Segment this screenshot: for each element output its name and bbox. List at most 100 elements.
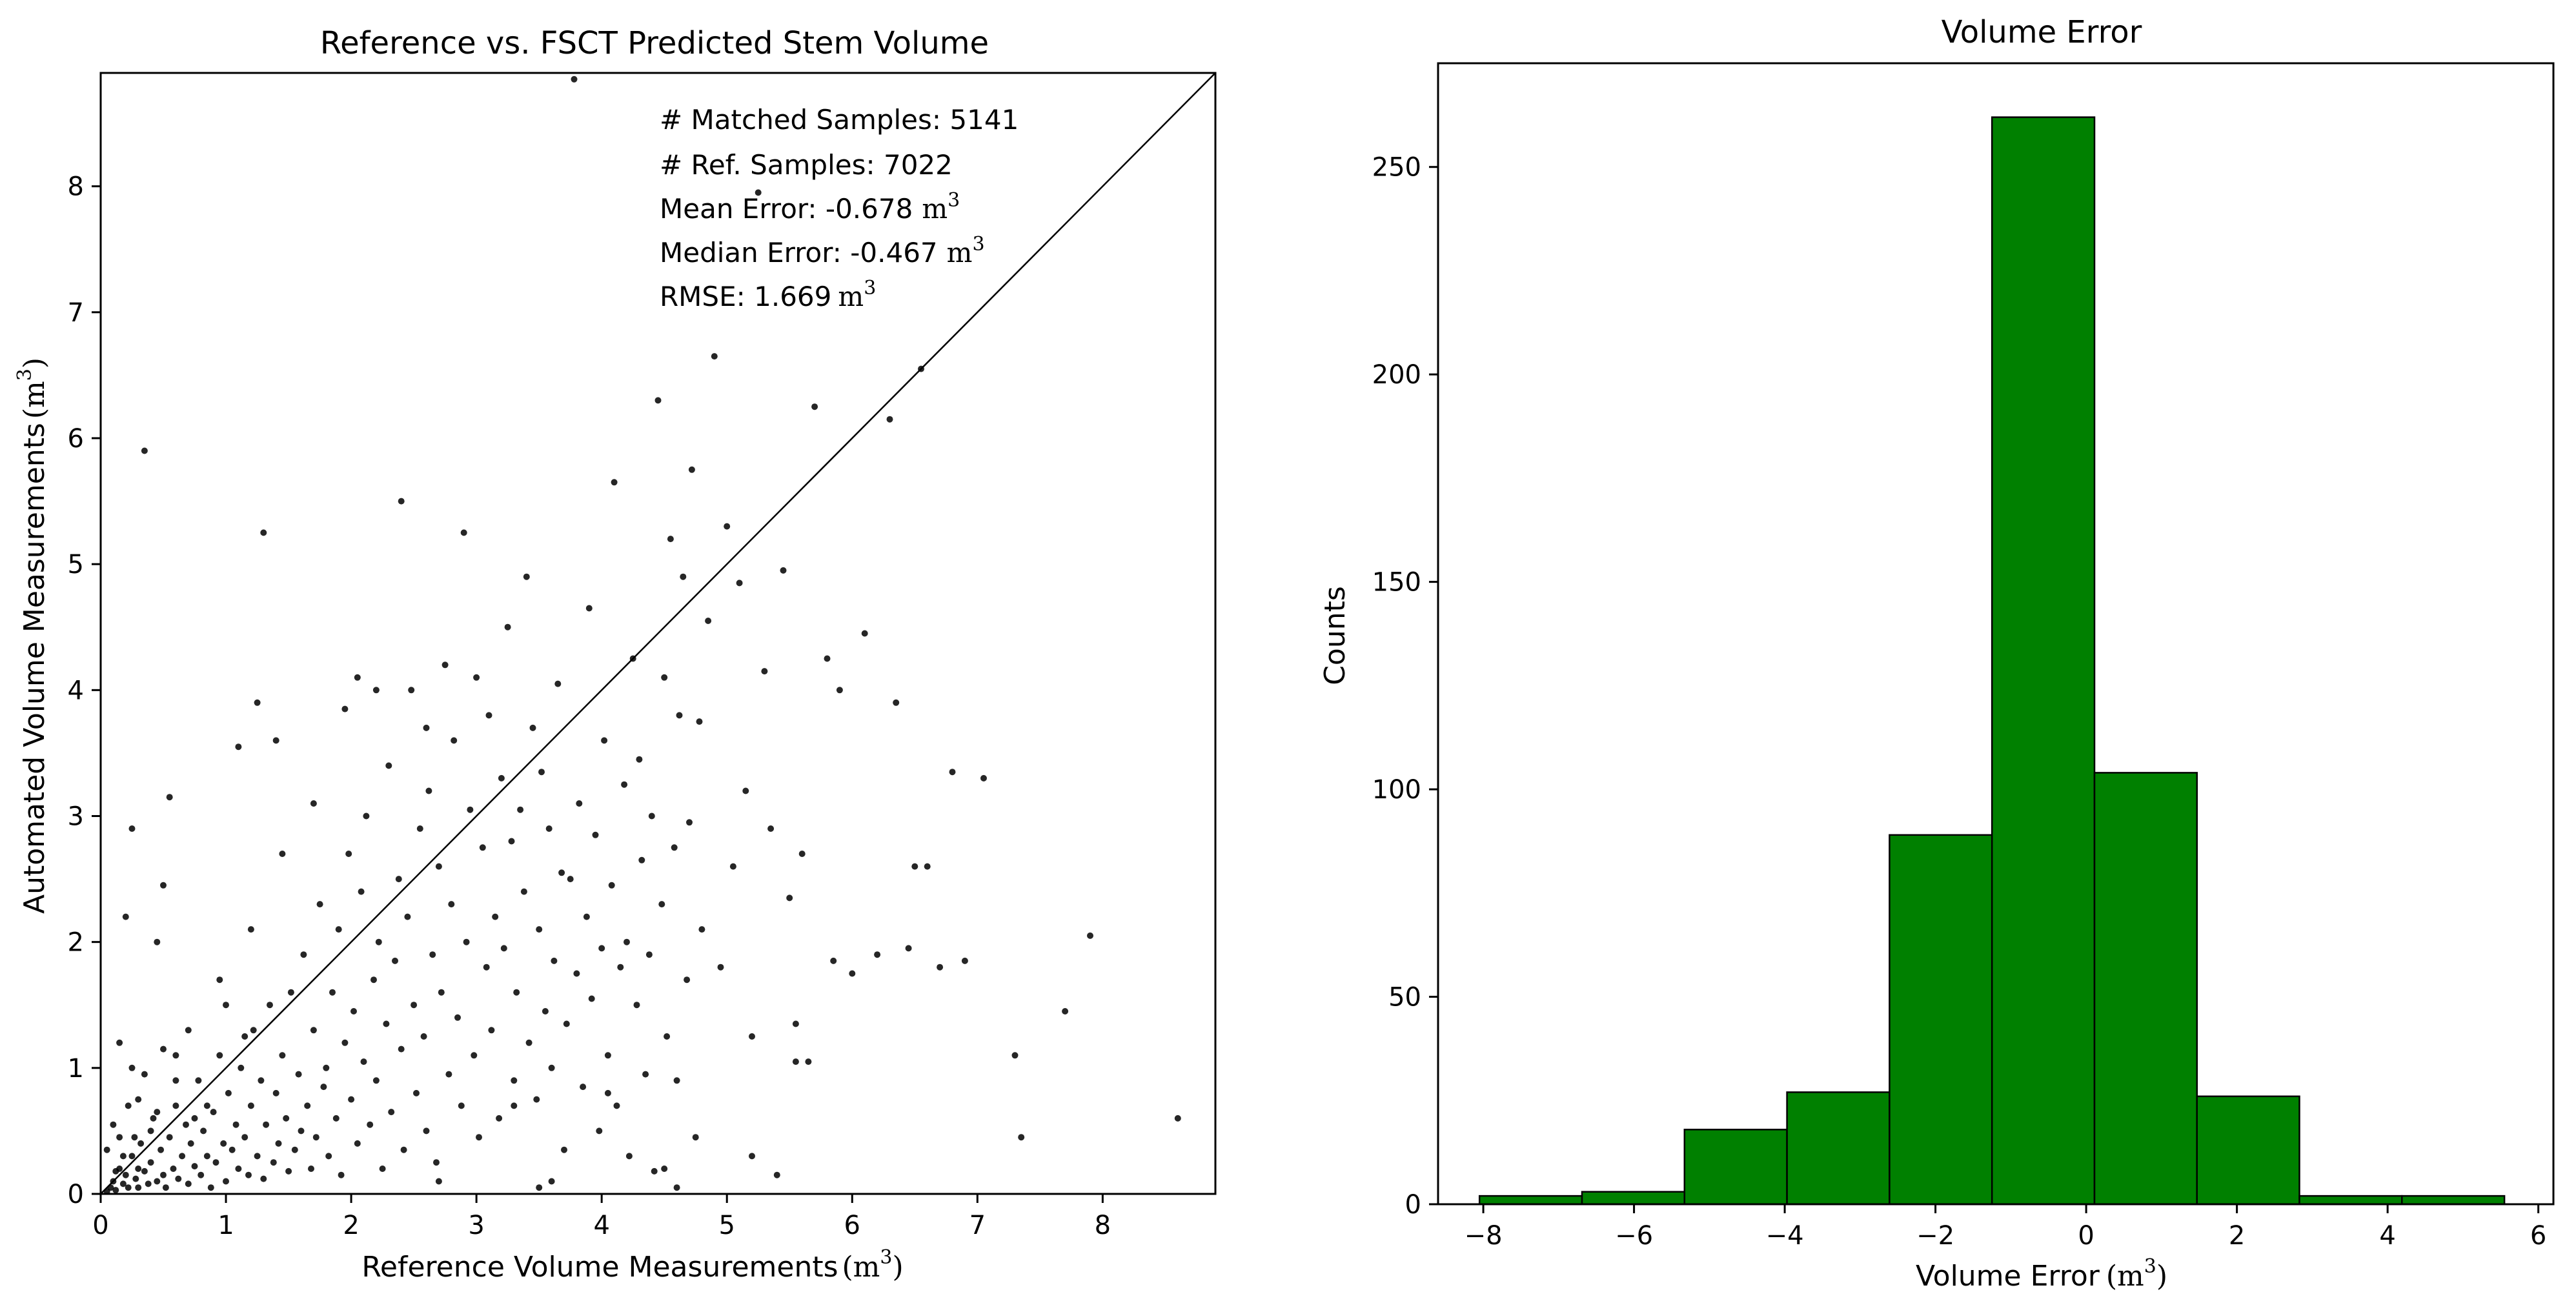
scatter-point — [135, 1166, 142, 1172]
scatter-point — [145, 1180, 152, 1187]
scatter-point — [492, 913, 499, 920]
scatter-point — [260, 529, 267, 536]
x-tick-label: 0 — [2078, 1221, 2094, 1251]
scatter-point — [320, 1084, 327, 1091]
scatter-point — [203, 1153, 210, 1160]
scatter-point — [131, 1134, 138, 1141]
scatter-point — [241, 1033, 248, 1040]
scatter-point — [395, 876, 402, 883]
scatter-point — [684, 976, 691, 984]
scatter-point — [154, 1178, 161, 1185]
x-tick-label: 8 — [1095, 1211, 1111, 1240]
scatter-point — [604, 1089, 611, 1096]
scatter-point — [398, 1045, 405, 1053]
identity-line — [100, 72, 1216, 1195]
scatter-point — [517, 806, 524, 813]
scatter-point — [617, 964, 624, 971]
scatter-point — [179, 1153, 186, 1160]
scatter-point — [542, 1008, 549, 1014]
scatter-point — [508, 838, 515, 845]
scatter-point — [291, 1146, 298, 1153]
y-tick-label: 0 — [1405, 1190, 1421, 1220]
scatter-point — [367, 1121, 374, 1128]
scatter-point — [170, 1166, 177, 1172]
scatter-point — [625, 1153, 633, 1160]
scatter-point — [792, 1058, 799, 1065]
scatter-point — [325, 1153, 332, 1160]
scatter-point — [454, 1014, 461, 1021]
scatter-point — [937, 964, 944, 971]
scatter-point — [147, 1159, 154, 1166]
scatter-point — [119, 1180, 127, 1187]
scatter-point — [191, 1115, 198, 1122]
scatter-point — [483, 964, 490, 971]
scatter-point — [441, 661, 449, 669]
scatter-point — [166, 1134, 173, 1141]
scatter-point — [157, 1146, 165, 1153]
scatter-point — [1087, 932, 1093, 939]
scatter-point — [329, 989, 336, 996]
scatter-point — [122, 1171, 129, 1178]
annotation-median-error-unit: m — [947, 237, 973, 268]
scatter-point — [200, 1127, 207, 1135]
scatter-y-label-exp: 3 — [14, 368, 36, 381]
scatter-point — [536, 926, 543, 933]
scatter-point — [636, 756, 643, 763]
scatter-point — [648, 812, 655, 820]
histogram-bar — [2196, 1095, 2300, 1206]
annotation-ref-samples: # Ref. Samples: 7022 — [660, 149, 953, 181]
annotation-mean-error-exp: 3 — [948, 189, 960, 212]
x-tick-label: 6 — [844, 1211, 860, 1240]
scatter-point — [448, 901, 455, 908]
scatter-point — [183, 1121, 189, 1128]
histogram-bars — [1478, 116, 2506, 1206]
scatter-point — [520, 888, 527, 895]
scatter-point — [125, 1102, 132, 1109]
scatter-point — [673, 1184, 680, 1191]
x-tick-label: −8 — [1465, 1221, 1503, 1251]
scatter-point — [671, 844, 678, 851]
scatter-point — [471, 1052, 478, 1059]
annotation-median-error-text: Median Error: -0.467 — [660, 237, 938, 268]
scatter-point — [279, 1052, 286, 1059]
scatter-point — [588, 995, 595, 1002]
scatter-title: Reference vs. FSCT Predicted Stem Volume — [320, 25, 989, 61]
scatter-y-ticks: 0 1 2 3 4 5 6 7 8 — [68, 172, 101, 1209]
scatter-point — [786, 894, 793, 902]
scatter-point — [216, 976, 223, 984]
scatter-point — [476, 1134, 482, 1141]
scatter-point — [141, 1071, 148, 1078]
scatter-point — [310, 800, 317, 807]
scatter-point — [195, 1077, 202, 1084]
scatter-point — [338, 1171, 345, 1178]
x-tick-label: 4 — [593, 1211, 609, 1240]
scatter-point — [287, 989, 294, 996]
scatter-point — [360, 1058, 367, 1065]
scatter-y-label-unit: (m — [18, 381, 51, 419]
scatter-point — [160, 1045, 167, 1053]
y-tick-label: 200 — [1372, 360, 1421, 390]
scatter-point — [673, 1077, 680, 1084]
histogram-bar — [1581, 1191, 1686, 1206]
scatter-point — [103, 1146, 110, 1153]
y-tick-label: 50 — [1388, 983, 1421, 1013]
scatter-point — [112, 1187, 119, 1194]
scatter-point — [451, 737, 458, 744]
scatter-point — [661, 674, 668, 681]
scatter-point — [893, 699, 900, 706]
scatter-point — [187, 1140, 194, 1147]
scatter-point — [592, 831, 599, 838]
scatter-point — [235, 1166, 242, 1172]
scatter-point — [345, 851, 352, 857]
y-tick-label: 0 — [68, 1180, 84, 1209]
scatter-point — [661, 1166, 668, 1172]
scatter-point — [654, 397, 662, 404]
scatter-point — [258, 1077, 265, 1084]
scatter-point — [232, 1121, 239, 1128]
scatter-point — [372, 1077, 380, 1084]
scatter-point — [445, 1071, 452, 1078]
scatter-point — [363, 812, 370, 820]
scatter-point — [372, 687, 380, 694]
scatter-point — [467, 806, 474, 813]
scatter-point — [423, 724, 430, 731]
